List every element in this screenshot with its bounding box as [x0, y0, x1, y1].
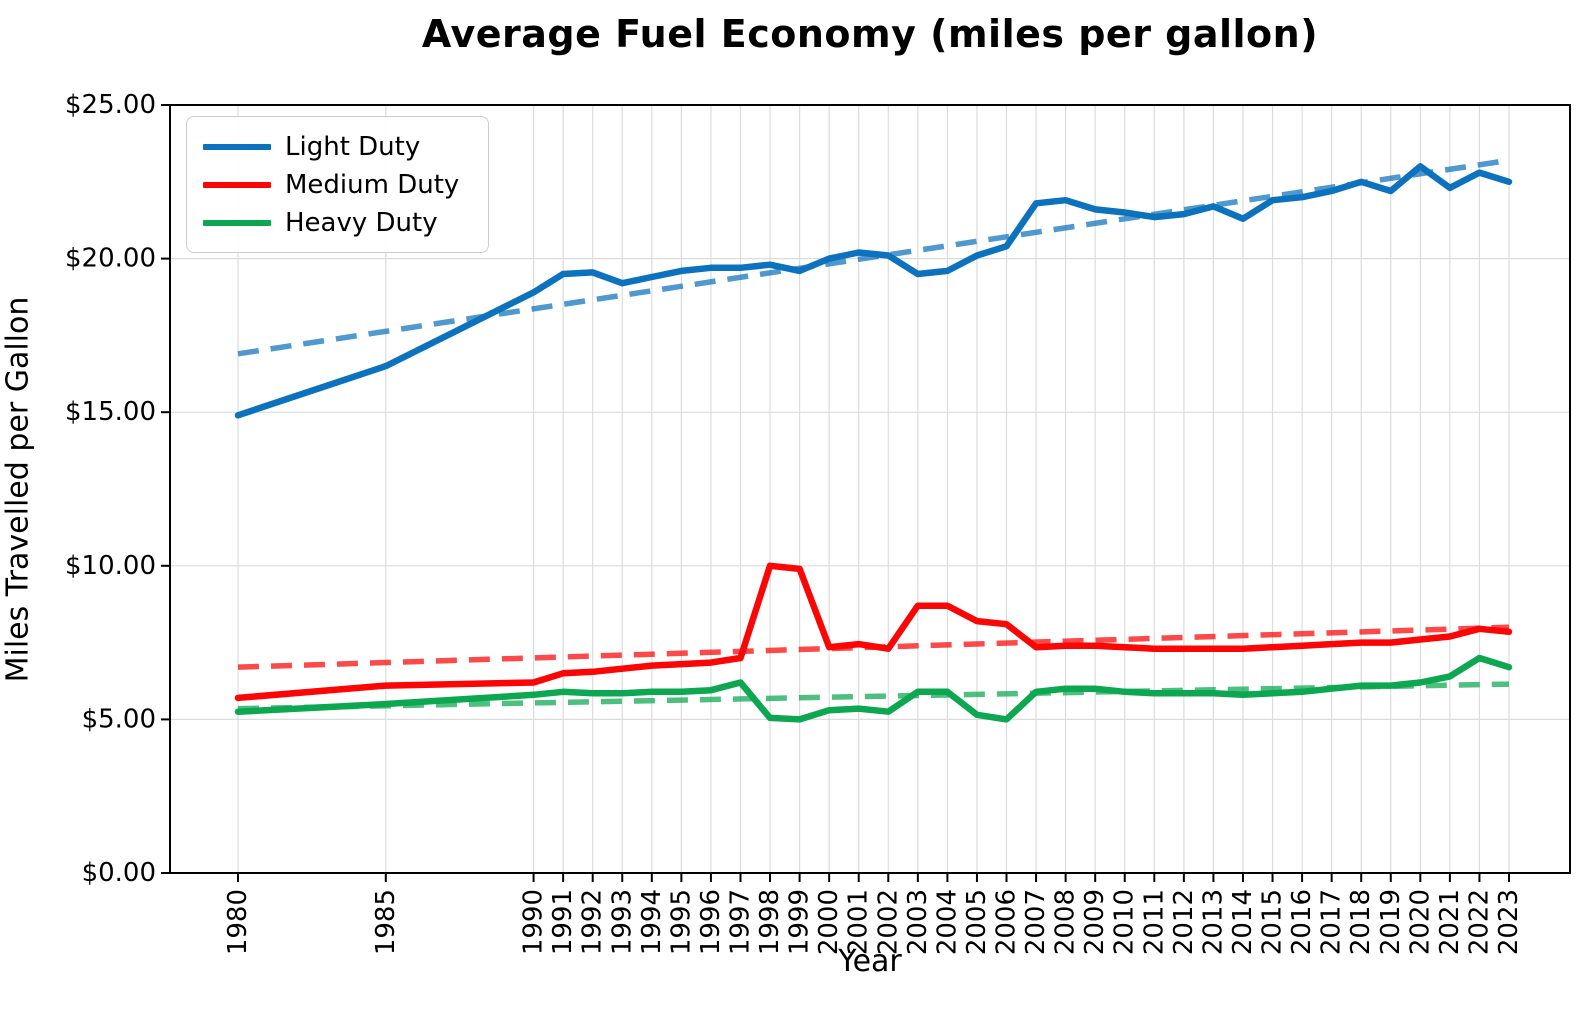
svg-text:2016: 2016 — [1287, 889, 1317, 955]
svg-text:2001: 2001 — [844, 889, 874, 955]
chart-title: Average Fuel Economy (miles per gallon) — [421, 12, 1319, 56]
svg-text:1997: 1997 — [725, 889, 755, 955]
svg-text:2009: 2009 — [1080, 889, 1110, 955]
svg-text:2012: 2012 — [1169, 889, 1199, 955]
svg-text:$10.00: $10.00 — [65, 551, 156, 581]
legend-label-medium-duty: Medium Duty — [285, 169, 460, 200]
svg-text:$5.00: $5.00 — [82, 704, 156, 734]
y-axis-label: Miles Travelled per Gallon — [0, 296, 36, 683]
x-tick-labels: 1980 1985 1990 1991 1992 1993 1994 1995 1996 1997… — [223, 889, 1524, 955]
heavy-duty-line — [234, 654, 1513, 723]
svg-text:1993: 1993 — [607, 889, 637, 955]
svg-text:2017: 2017 — [1317, 889, 1347, 955]
svg-text:2008: 2008 — [1051, 889, 1081, 955]
legend-item-light-duty: Light Duty — [203, 134, 488, 160]
medium-duty-swatch — [203, 181, 271, 188]
heavy-duty-swatch — [203, 219, 271, 226]
svg-text:1999: 1999 — [785, 889, 815, 955]
legend-item-heavy-duty: Heavy Duty — [203, 210, 488, 236]
legend-item-medium-duty: Medium Duty — [203, 172, 488, 198]
gridlines — [170, 104, 1570, 874]
svg-text:2004: 2004 — [932, 889, 962, 955]
x-axis-label: Year — [838, 944, 902, 979]
svg-text:1991: 1991 — [548, 889, 578, 955]
svg-text:2006: 2006 — [992, 889, 1022, 955]
light-duty-trendline — [237, 157, 1510, 357]
svg-text:2002: 2002 — [873, 889, 903, 955]
svg-text:2018: 2018 — [1346, 889, 1376, 955]
light-duty-swatch — [203, 143, 271, 150]
svg-text:1985: 1985 — [371, 889, 401, 955]
svg-text:2023: 2023 — [1494, 889, 1524, 955]
svg-text:2015: 2015 — [1258, 889, 1288, 955]
svg-text:2022: 2022 — [1464, 889, 1494, 955]
tick-marks — [161, 104, 1510, 882]
svg-text:2019: 2019 — [1376, 889, 1406, 955]
legend-label-light-duty: Light Duty — [285, 131, 421, 162]
svg-text:1996: 1996 — [696, 889, 726, 955]
svg-text:2014: 2014 — [1228, 889, 1258, 955]
svg-text:2020: 2020 — [1405, 889, 1435, 955]
svg-text:$25.00: $25.00 — [65, 90, 156, 120]
svg-text:1980: 1980 — [223, 889, 253, 955]
svg-text:1998: 1998 — [755, 889, 785, 955]
svg-text:2003: 2003 — [903, 889, 933, 955]
svg-text:2013: 2013 — [1198, 889, 1228, 955]
svg-text:1992: 1992 — [578, 889, 608, 955]
svg-text:2021: 2021 — [1435, 889, 1465, 955]
medium-duty-trendline — [237, 624, 1510, 670]
y-tick-labels: $0.00 $5.00 $10.00 $15.00 $20.00 $25.00 — [65, 90, 156, 888]
svg-text:$20.00: $20.00 — [65, 244, 156, 274]
svg-text:2007: 2007 — [1021, 889, 1051, 955]
svg-text:1994: 1994 — [637, 889, 667, 955]
svg-text:2000: 2000 — [814, 889, 844, 955]
svg-text:1990: 1990 — [519, 889, 549, 955]
svg-text:$0.00: $0.00 — [82, 858, 156, 888]
svg-text:2005: 2005 — [962, 889, 992, 955]
svg-text:1995: 1995 — [666, 889, 696, 955]
svg-text:2010: 2010 — [1110, 889, 1140, 955]
heavy-duty-trendline — [237, 681, 1510, 712]
legend: Light Duty Medium Duty Heavy Duty — [186, 116, 489, 253]
svg-text:2011: 2011 — [1139, 889, 1169, 955]
light-duty-line — [234, 163, 1513, 419]
medium-duty-line — [234, 562, 1513, 702]
plot-frame — [169, 104, 1571, 874]
svg-text:$15.00: $15.00 — [65, 397, 156, 427]
legend-label-heavy-duty: Heavy Duty — [285, 207, 438, 238]
